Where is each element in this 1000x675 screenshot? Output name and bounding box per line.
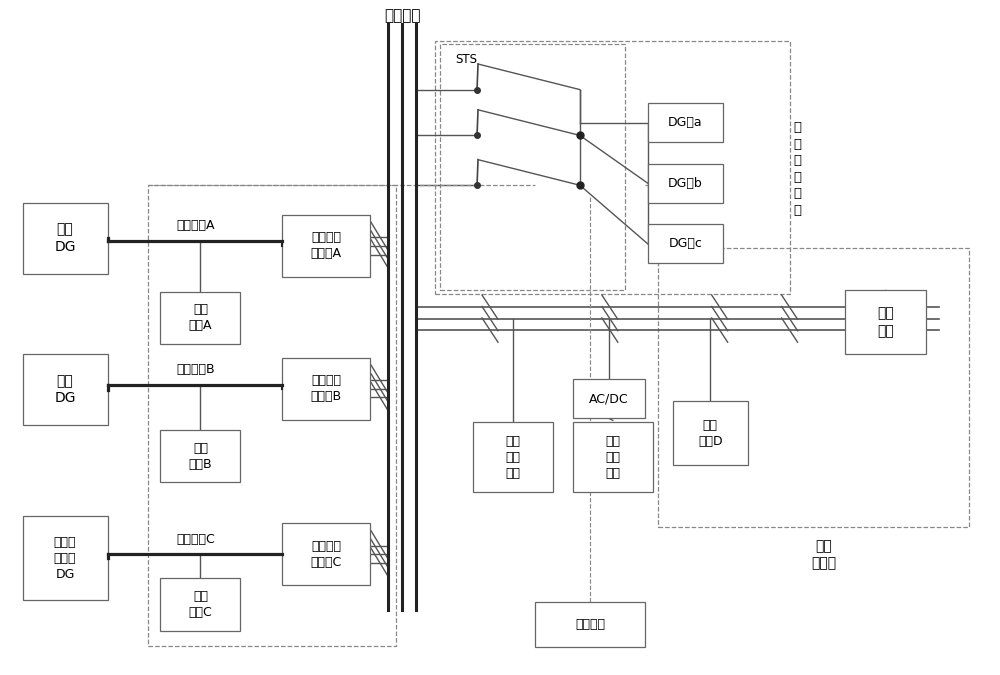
Text: 直流母线B: 直流母线B: [176, 363, 215, 376]
Bar: [282, 358, 370, 420]
Text: 汽车动
力电池
DG: 汽车动 力电池 DG: [54, 535, 76, 580]
Text: 交流
重要
负荷: 交流 重要 负荷: [505, 435, 520, 479]
Text: STS: STS: [455, 53, 477, 66]
Text: 互联功率
变换器A: 互联功率 变换器A: [311, 232, 342, 261]
Text: AC/DC: AC/DC: [589, 392, 629, 405]
Text: 交流
微源: 交流 微源: [877, 306, 894, 338]
Bar: [23, 202, 108, 273]
Text: 直流
重要
负荷: 直流 重要 负荷: [605, 435, 620, 479]
Bar: [160, 578, 240, 630]
Text: 监控单元: 监控单元: [575, 618, 605, 631]
Text: 三
相
故
障
补
偿: 三 相 故 障 补 偿: [794, 122, 802, 217]
Text: DG－c: DG－c: [668, 238, 702, 250]
Text: 交流
微电网: 交流 微电网: [811, 539, 836, 570]
Text: 直流母线A: 直流母线A: [176, 219, 215, 232]
Text: 互联功率
变换器C: 互联功率 变换器C: [311, 540, 342, 569]
Bar: [573, 379, 645, 418]
Bar: [658, 248, 969, 527]
Text: 交流母线: 交流母线: [384, 8, 420, 23]
Text: 互联功率
变换器B: 互联功率 变换器B: [311, 374, 342, 403]
Bar: [160, 292, 240, 344]
Text: 储能
DG: 储能 DG: [54, 374, 76, 406]
Text: 直流母线C: 直流母线C: [176, 533, 215, 545]
Text: 本地
负荷C: 本地 负荷C: [189, 590, 212, 619]
Bar: [845, 290, 926, 354]
Bar: [23, 516, 108, 600]
Text: DG－a: DG－a: [668, 116, 703, 129]
Text: 光伏
DG: 光伏 DG: [54, 223, 76, 254]
Bar: [23, 354, 108, 425]
Bar: [535, 601, 645, 647]
Bar: [440, 45, 625, 290]
Text: DG－b: DG－b: [668, 177, 703, 190]
Bar: [282, 523, 370, 585]
Bar: [435, 41, 790, 294]
Bar: [648, 224, 723, 263]
Text: 本地
负荷D: 本地 负荷D: [698, 419, 723, 448]
Text: 本地
负荷B: 本地 负荷B: [189, 441, 212, 470]
Bar: [473, 422, 553, 493]
Bar: [673, 402, 748, 466]
Bar: [573, 422, 653, 493]
Text: 本地
负荷A: 本地 负荷A: [189, 304, 212, 333]
Bar: [160, 430, 240, 483]
Bar: [648, 164, 723, 202]
Bar: [648, 103, 723, 142]
Bar: [282, 215, 370, 277]
Bar: [148, 184, 396, 646]
